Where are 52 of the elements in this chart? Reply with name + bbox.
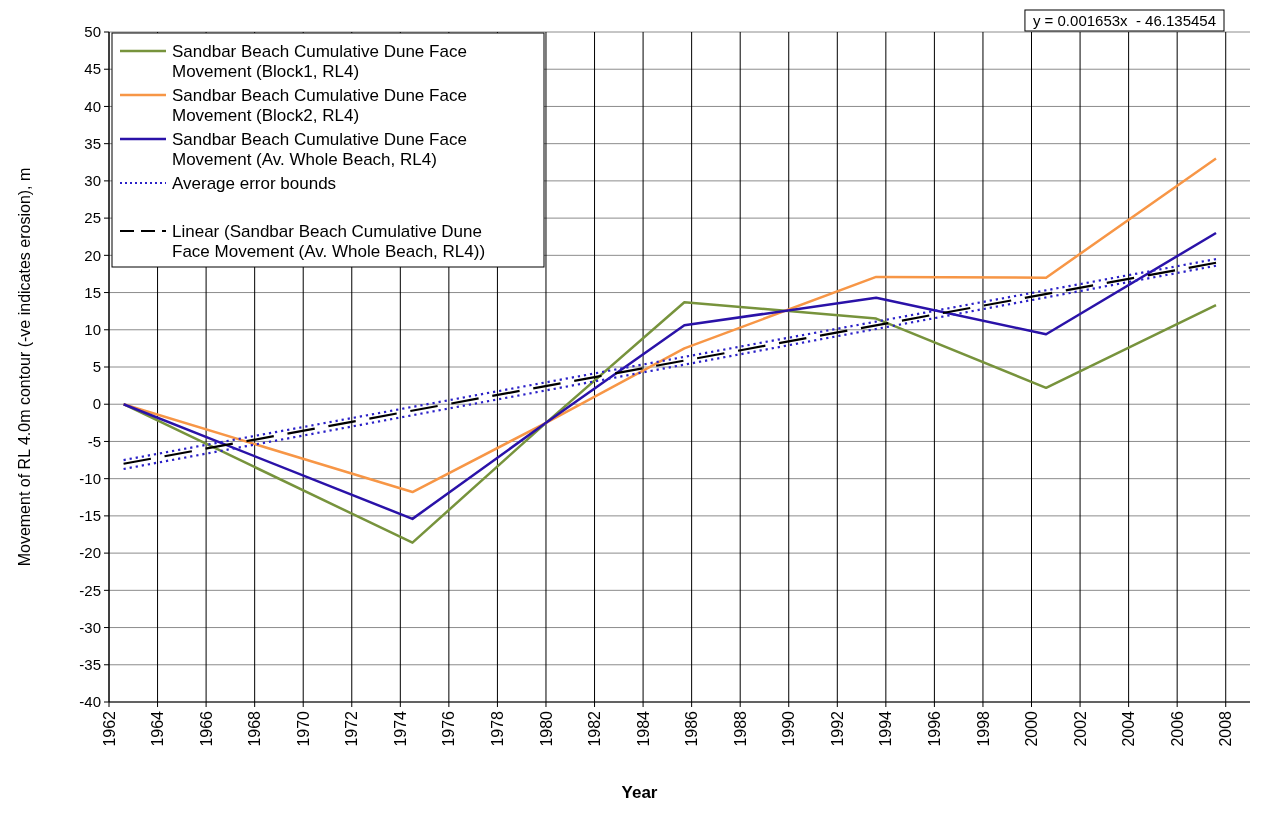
x-tick-label: 1990 bbox=[780, 710, 798, 747]
y-tick-label: 10 bbox=[84, 321, 101, 339]
x-tick-label: 1984 bbox=[634, 710, 652, 747]
x-tick-label: 1976 bbox=[440, 710, 458, 747]
x-tick-label: 1992 bbox=[828, 710, 846, 747]
x-tick-label: 2006 bbox=[1168, 710, 1186, 747]
y-tick-label: 0 bbox=[92, 395, 101, 413]
x-tick-label: 1980 bbox=[537, 710, 555, 747]
x-tick-label: 1972 bbox=[343, 710, 361, 747]
x-tick-label: 1978 bbox=[489, 710, 507, 747]
y-tick-label: 5 bbox=[92, 358, 101, 376]
y-tick-label: 30 bbox=[84, 172, 101, 190]
y-tick-label: -25 bbox=[79, 581, 101, 599]
x-tick-label: 1964 bbox=[149, 710, 167, 747]
text: y = 0.001653x - 46.135454 bbox=[1032, 12, 1216, 30]
y-tick-label: 45 bbox=[84, 60, 101, 78]
x-tick-label: 1996 bbox=[926, 710, 943, 747]
y-tick-label: 20 bbox=[84, 246, 101, 264]
y-tick-label: 40 bbox=[84, 97, 101, 115]
x-tick-label: 1968 bbox=[246, 710, 264, 747]
y-tick-label: -10 bbox=[79, 469, 101, 487]
y-tick-label: 35 bbox=[84, 134, 101, 152]
y-tick-label: -40 bbox=[79, 693, 101, 711]
x-tick-label: 2008 bbox=[1217, 710, 1235, 747]
x-tick-label: 1970 bbox=[294, 710, 312, 747]
y-tick-label: 15 bbox=[84, 283, 101, 301]
y-axis-title: Movement of RL 4.0m contour (-ve indicates erosion), m bbox=[15, 167, 33, 567]
y-tick-label: -30 bbox=[79, 618, 101, 636]
y-tick-label: -15 bbox=[79, 507, 101, 525]
x-tick-label: 1974 bbox=[391, 710, 409, 747]
y-tick-label: -35 bbox=[79, 656, 101, 674]
y-tick-label: 25 bbox=[84, 209, 101, 227]
x-tick-label: 2002 bbox=[1071, 710, 1089, 747]
x-tick-label: 1982 bbox=[586, 710, 604, 747]
legend-label: Linear (Sandbar Beach Cumulative Dune Face Movement (Av. Whole Beach, RL4)) bbox=[172, 221, 486, 261]
x-tick-label: 2000 bbox=[1023, 710, 1041, 747]
x-axis-title: Year bbox=[621, 783, 658, 802]
x-tick-label: 1998 bbox=[974, 710, 992, 747]
legend-label: Sandbar Beach Cumulative Dune Face Movement (Av. Whole Beach, RL4) bbox=[172, 129, 467, 169]
y-tick-label: 50 bbox=[84, 23, 101, 41]
legend-label: Sandbar Beach Cumulative Dune Face Movement (Block2, RL4) bbox=[172, 85, 467, 125]
line-series bbox=[122, 300, 1218, 544]
y-tick-label: -20 bbox=[79, 544, 101, 562]
y-tick-label: -5 bbox=[87, 432, 101, 450]
x-tick-label: 1994 bbox=[877, 710, 895, 747]
legend-label: Sandbar Beach Cumulative Dune Face Movement (Block1, RL4) bbox=[172, 41, 467, 81]
x-tick-label: 1986 bbox=[683, 710, 701, 747]
legend-label: Average error bounds bbox=[172, 173, 337, 193]
x-tick-label: 1962 bbox=[100, 710, 118, 747]
x-tick-label: 1966 bbox=[197, 710, 215, 747]
x-tick-label: 1988 bbox=[731, 710, 749, 747]
x-tick-label: 2004 bbox=[1120, 710, 1138, 747]
